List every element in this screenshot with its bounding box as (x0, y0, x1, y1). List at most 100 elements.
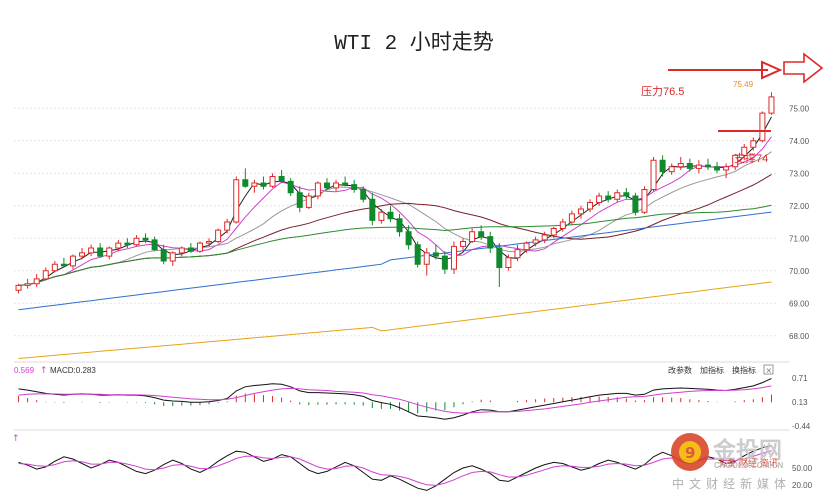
candle-body (478, 231, 485, 238)
candle-body (750, 140, 757, 148)
candle-body (196, 242, 203, 252)
ma-line-pink (18, 136, 772, 286)
y-tick-label: 72.00 (789, 202, 810, 211)
y-tick-label: 69.00 (789, 299, 810, 308)
watermark-site: CNGOLD.COM.CN (714, 461, 784, 470)
candle-body (532, 239, 539, 244)
candle-body (378, 211, 385, 221)
candle-body (88, 247, 95, 254)
candle-body (441, 255, 448, 270)
close-icon-box[interactable] (763, 364, 774, 375)
kdj-panel: 50.00 20.00 (18, 445, 813, 491)
watermark-tagline: 中文财经新媒体 (672, 476, 791, 491)
candle-body (759, 112, 766, 142)
candle-body (577, 208, 584, 215)
candle-body (659, 159, 666, 173)
kdj-k-line (18, 445, 772, 491)
candle-body (686, 163, 693, 169)
y-tick-label: 73.00 (789, 169, 810, 178)
kdj-d-line (18, 450, 772, 486)
candle-body (741, 146, 748, 156)
macd-panel: 0.71 0.13 -0.44 (18, 374, 811, 431)
macd-tick-label: 0.71 (792, 374, 808, 383)
candle-body (251, 182, 258, 187)
candle-body (487, 236, 494, 249)
candle-body (305, 195, 312, 208)
candle-body (360, 189, 367, 200)
watermark-sub: 头条 财经 资讯 (718, 457, 778, 469)
candle-body (514, 249, 521, 259)
y-tick-label: 70.00 (789, 267, 810, 276)
candle-body (115, 242, 122, 249)
macd-value-label: MACD:0.283 (50, 366, 96, 375)
y-tick-label: 68.00 (789, 332, 810, 341)
price-axis: 75.00 74.00 73.00 72.00 71.00 70.00 69.00 68.00 (789, 104, 810, 341)
candle-body (550, 228, 557, 236)
big-right-arrow-icon (783, 52, 824, 84)
candle-body (124, 242, 131, 246)
candle-body (33, 278, 40, 285)
candle-body (695, 164, 702, 169)
watermark-brand: 金投网 (712, 437, 782, 464)
candle-body (423, 252, 430, 265)
candle-body (342, 182, 349, 186)
y-tick-label: 75.00 (789, 104, 810, 113)
support-label: 支撑74 (734, 151, 768, 165)
candle-body (314, 182, 321, 197)
candlesticks (15, 92, 775, 294)
candle-body (668, 166, 675, 173)
ma-line-green (18, 204, 772, 286)
candle-body (559, 221, 566, 229)
toolbar-change-params[interactable]: 改参数 (668, 365, 692, 375)
candle-body (632, 195, 639, 213)
candle-body (460, 241, 467, 247)
close-icon[interactable]: × (766, 366, 773, 375)
resistance-label: 压力76.5 (641, 85, 684, 98)
candle-body (296, 192, 303, 208)
candle-body (496, 247, 503, 268)
candle-body (568, 213, 575, 223)
kdj-up-arrow: ↑ (12, 434, 20, 444)
watermark: 9 金投网 CNGOLD.COM.CN 头条 财经 资讯 中文财经新媒体 (671, 433, 791, 491)
candle-body (42, 270, 49, 280)
candle-body (432, 252, 439, 257)
candle-body (224, 221, 231, 231)
candle-body (405, 231, 412, 246)
ma-line-blue (18, 211, 772, 311)
candle-body (650, 159, 657, 190)
macd-tick-label: -0.44 (792, 422, 811, 431)
candle-body (323, 182, 330, 189)
macd-dea-line (18, 385, 772, 414)
candle-body (133, 237, 140, 246)
candle-body (97, 247, 104, 257)
candle-body (242, 179, 249, 187)
macd-dif-line (18, 377, 772, 420)
candle-body (160, 249, 167, 262)
candle-body (233, 179, 240, 223)
candle-body (704, 164, 711, 168)
last-price-label: 75.49 (733, 80, 754, 89)
candle-body (15, 284, 22, 291)
candle-body (605, 195, 612, 200)
candle-body (333, 182, 340, 189)
macd-dif-label: 0.569 (14, 366, 35, 375)
candle-body (106, 247, 113, 257)
candle-body (260, 182, 267, 187)
macd-tick-label: 0.13 (792, 398, 808, 407)
toolbar-add-indicator[interactable]: 加指标 (700, 365, 724, 375)
candle-body (523, 242, 530, 251)
toolbar-switch-indicator[interactable]: 换指标 (732, 365, 756, 375)
ma-line-maroon (18, 173, 772, 286)
kdj-tick-label: 20.00 (792, 481, 813, 490)
candle-body (269, 176, 276, 187)
candle-body (151, 239, 158, 251)
resistance-arrow-head (761, 60, 783, 80)
candle-body (206, 241, 213, 244)
candle-body (469, 231, 476, 242)
candle-body (723, 166, 730, 171)
candle-body (79, 252, 86, 257)
candle-body (623, 192, 630, 197)
candle-body (142, 237, 149, 241)
candle-body (215, 229, 222, 242)
kdj-tick-label: 50.00 (792, 464, 813, 473)
